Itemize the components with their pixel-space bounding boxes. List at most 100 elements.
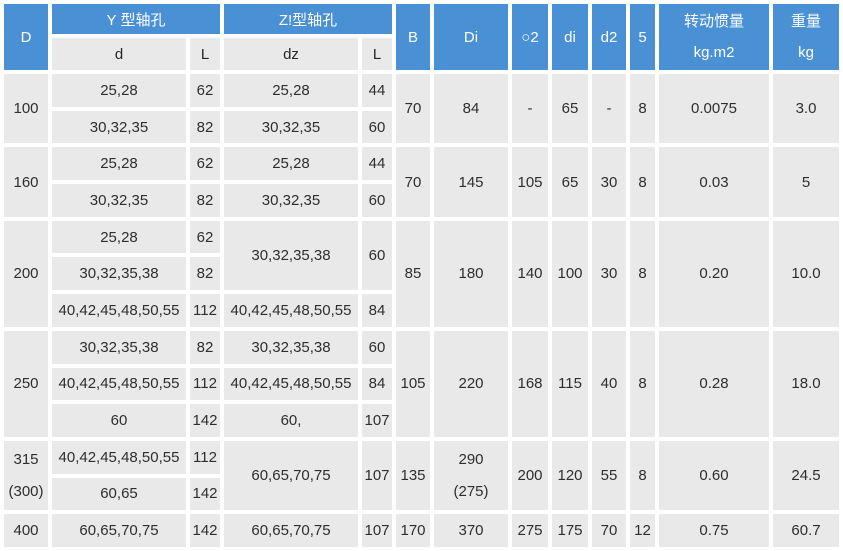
table-cell: 107 — [362, 404, 392, 437]
table-cell: 370 — [434, 514, 508, 547]
table-cell: 180 — [434, 220, 508, 327]
table-cell: 70 — [396, 74, 430, 144]
table-cell: 82 — [190, 110, 220, 144]
table-cell: 30,32,35 — [52, 184, 186, 217]
col-header-Z-type-shaft-hole: Z!型轴孔 — [224, 4, 392, 34]
table-cell: 30 — [592, 147, 626, 217]
table-cell: 170 — [396, 514, 430, 547]
cell-D: 250 — [4, 330, 48, 437]
table-cell: 3.0 — [773, 74, 839, 144]
table-cell: 82 — [190, 257, 220, 291]
table-cell: 8 — [630, 147, 655, 217]
table-cell: 107 — [362, 514, 392, 547]
cell-D: 200 — [4, 220, 48, 327]
table-cell: 105 — [396, 330, 430, 437]
table-cell: 82 — [190, 184, 220, 217]
table-cell: 0.28 — [659, 330, 769, 437]
table-cell: 135 — [396, 440, 430, 511]
table-cell: 70 — [396, 147, 430, 217]
table-cell: 40,42,45,48,50,55 — [224, 367, 358, 401]
cell-D: 315 (300) — [4, 440, 48, 511]
col-header-Di: Di — [434, 4, 508, 70]
table-cell: 40,42,45,48,50,55 — [52, 294, 186, 327]
table-cell: 12 — [630, 514, 655, 547]
col-header-di: di — [552, 4, 588, 70]
table-cell: 60,65,70,75 — [224, 440, 358, 511]
table-cell: 100 — [552, 220, 588, 327]
table-cell: 60 — [362, 330, 392, 364]
table-cell: 60 — [362, 110, 392, 144]
table-cell: 30,32,35,38 — [224, 330, 358, 364]
table-cell: 8 — [630, 220, 655, 327]
table-cell: 65 — [552, 147, 588, 217]
table-cell: 112 — [190, 440, 220, 474]
table-cell: 62 — [190, 74, 220, 107]
table-cell: 44 — [362, 147, 392, 181]
table-cell: 175 — [552, 514, 588, 547]
subcol-header-Lz: L — [362, 38, 392, 70]
col-header-weight: 重量 kg — [773, 4, 839, 70]
table-cell: 25,28 — [52, 147, 186, 181]
col-header-B: B — [396, 4, 430, 70]
table-cell: 200 — [512, 440, 548, 511]
table-cell: 142 — [190, 514, 220, 547]
col-header-O2: ○2 — [512, 4, 548, 70]
table-cell: 0.20 — [659, 220, 769, 327]
table-cell: 44 — [362, 74, 392, 107]
table-cell: 60.7 — [773, 514, 839, 547]
table-cell: 8 — [630, 74, 655, 144]
table-cell: 168 — [512, 330, 548, 437]
table-cell: 30,32,35 — [224, 184, 358, 217]
table-cell: 40,42,45,48,50,55 — [224, 294, 358, 327]
table-cell: 55 — [592, 440, 626, 511]
table-cell: 84 — [362, 367, 392, 401]
table-cell: 30,32,35,38 — [52, 257, 186, 291]
col-header-5: 5 — [630, 4, 655, 70]
table-cell: 105 — [512, 147, 548, 217]
table-body: 100 25,28 62 25,28 44 70 84-65-8 0.0075 3.0 30,32… — [4, 74, 839, 547]
table-cell: 62 — [190, 220, 220, 254]
table-cell: 0.03 — [659, 147, 769, 217]
table-cell: 70 — [592, 514, 626, 547]
table-cell: 5 — [773, 147, 839, 217]
col-header-rotational-inertia: 转动惯量 kg.m2 — [659, 4, 769, 70]
table-cell: 140 — [512, 220, 548, 327]
table-cell: 65 — [552, 74, 588, 144]
cell-D: 400 — [4, 514, 48, 547]
table-cell: 60 — [362, 220, 392, 291]
table-cell: 60 — [52, 404, 186, 437]
table-cell: 8 — [630, 440, 655, 511]
table-cell: 0.60 — [659, 440, 769, 511]
table-cell: 82 — [190, 330, 220, 364]
table-cell: 18.0 — [773, 330, 839, 437]
table-cell: 142 — [190, 477, 220, 511]
table-cell: 290 (275) — [434, 440, 508, 511]
table-cell: 30,32,35,38 — [224, 220, 358, 291]
table-cell: 25,28 — [224, 147, 358, 181]
table-cell: - — [592, 74, 626, 144]
table-cell: 0.75 — [659, 514, 769, 547]
table-cell: 8 — [630, 330, 655, 437]
table-cell: 220 — [434, 330, 508, 437]
table-cell: 25,28 — [52, 220, 186, 254]
table-cell: 145 — [434, 147, 508, 217]
subcol-header-dz: dz — [224, 38, 358, 70]
table-cell: 40,42,45,48,50,55 — [52, 440, 186, 474]
table-cell: 40,42,45,48,50,55 — [52, 367, 186, 401]
table-cell: 0.0075 — [659, 74, 769, 144]
table-cell: 60,65,70,75 — [224, 514, 358, 547]
table-cell: 120 — [552, 440, 588, 511]
table-cell: 84 — [434, 74, 508, 144]
col-header-d2: d2 — [592, 4, 626, 70]
table-cell: 10.0 — [773, 220, 839, 327]
table-cell: 30,32,35 — [224, 110, 358, 144]
table-cell: 30,32,35 — [52, 110, 186, 144]
table-cell: 85 — [396, 220, 430, 327]
table-cell: 60,65,70,75 — [52, 514, 186, 547]
col-header-D: D — [4, 4, 48, 70]
table-cell: 40 — [592, 330, 626, 437]
table-cell: 60 — [362, 184, 392, 217]
subcol-header-L: L — [190, 38, 220, 70]
